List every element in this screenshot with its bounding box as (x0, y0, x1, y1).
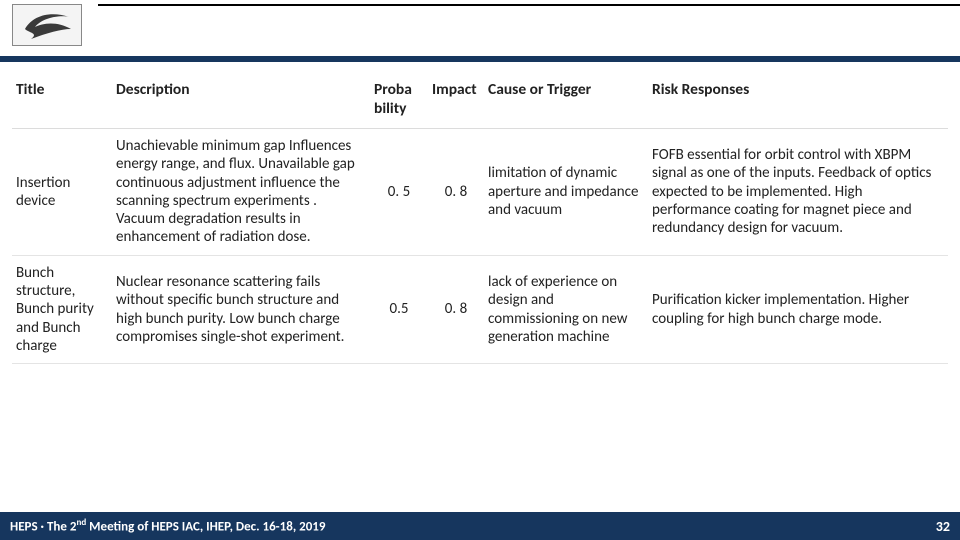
footer-text-sup: nd (76, 517, 86, 528)
footer-text-prefix: HEPS · The 2 (10, 520, 76, 535)
cell-description: Unachievable minimum gap Influences ener… (112, 129, 370, 256)
header-rule-thick (0, 56, 960, 62)
col-description: Description (112, 76, 370, 129)
slide-body: Title Description Proba bility Impact Ca… (0, 66, 960, 540)
table-row: Bunch structure, Bunch purity and Bunch … (12, 255, 948, 363)
col-title: Title (12, 76, 112, 129)
cell-cause: limitation of dynamic aperture and imped… (484, 129, 648, 256)
footer-text-suffix: Meeting of HEPS IAC, IHEP, Dec. 16-18, 2… (86, 520, 325, 535)
col-responses: Risk Responses (648, 76, 948, 129)
table-header: Title Description Proba bility Impact Ca… (12, 76, 948, 129)
cell-probability: 0. 5 (370, 129, 428, 256)
header-rule-thin (98, 4, 960, 6)
table-row: Insertion device Unachievable minimum ga… (12, 129, 948, 256)
cell-title: Insertion device (12, 129, 112, 256)
cell-impact: 0. 8 (428, 129, 484, 256)
col-probability: Proba bility (370, 76, 428, 129)
col-impact: Impact (428, 76, 484, 129)
footer-text: HEPS · The 2nd Meeting of HEPS IAC, IHEP… (10, 517, 325, 534)
page-number: 32 (936, 518, 950, 535)
slide-header (0, 0, 960, 66)
slide: Title Description Proba bility Impact Ca… (0, 0, 960, 540)
col-cause: Cause or Trigger (484, 76, 648, 129)
cell-cause: lack of experience on design and commiss… (484, 255, 648, 363)
risk-table: Title Description Proba bility Impact Ca… (12, 76, 948, 364)
cell-response: Purification kicker implementation. High… (648, 255, 948, 363)
galaxy-swirl-icon (21, 9, 75, 41)
cell-response: FOFB essential for orbit control with XB… (648, 129, 948, 256)
logo (12, 4, 86, 52)
slide-footer: HEPS · The 2nd Meeting of HEPS IAC, IHEP… (0, 512, 960, 540)
col-probability-line1: Proba (374, 80, 412, 99)
cell-title: Bunch structure, Bunch purity and Bunch … (12, 255, 112, 363)
galaxy-logo-icon (12, 4, 82, 46)
cell-impact: 0. 8 (428, 255, 484, 363)
cell-probability: 0.5 (370, 255, 428, 363)
col-probability-line2: bility (374, 99, 406, 118)
cell-description: Nuclear resonance scattering fails witho… (112, 255, 370, 363)
